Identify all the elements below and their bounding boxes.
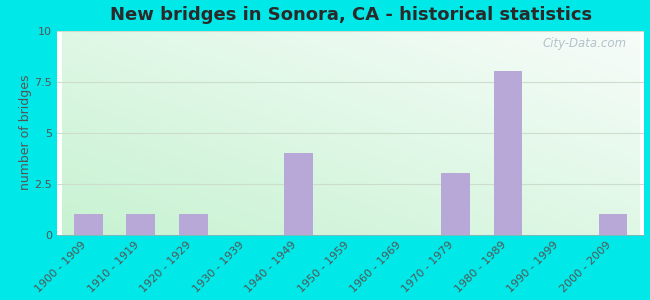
Title: New bridges in Sonora, CA - historical statistics: New bridges in Sonora, CA - historical s… bbox=[110, 6, 592, 24]
Bar bbox=[74, 214, 103, 235]
Y-axis label: number of bridges: number of bridges bbox=[19, 75, 32, 190]
Bar bbox=[127, 214, 155, 235]
Bar bbox=[441, 173, 470, 235]
Bar bbox=[599, 214, 627, 235]
Bar bbox=[284, 153, 313, 235]
Bar bbox=[493, 71, 523, 235]
Bar bbox=[179, 214, 208, 235]
Text: City-Data.com: City-Data.com bbox=[543, 37, 627, 50]
